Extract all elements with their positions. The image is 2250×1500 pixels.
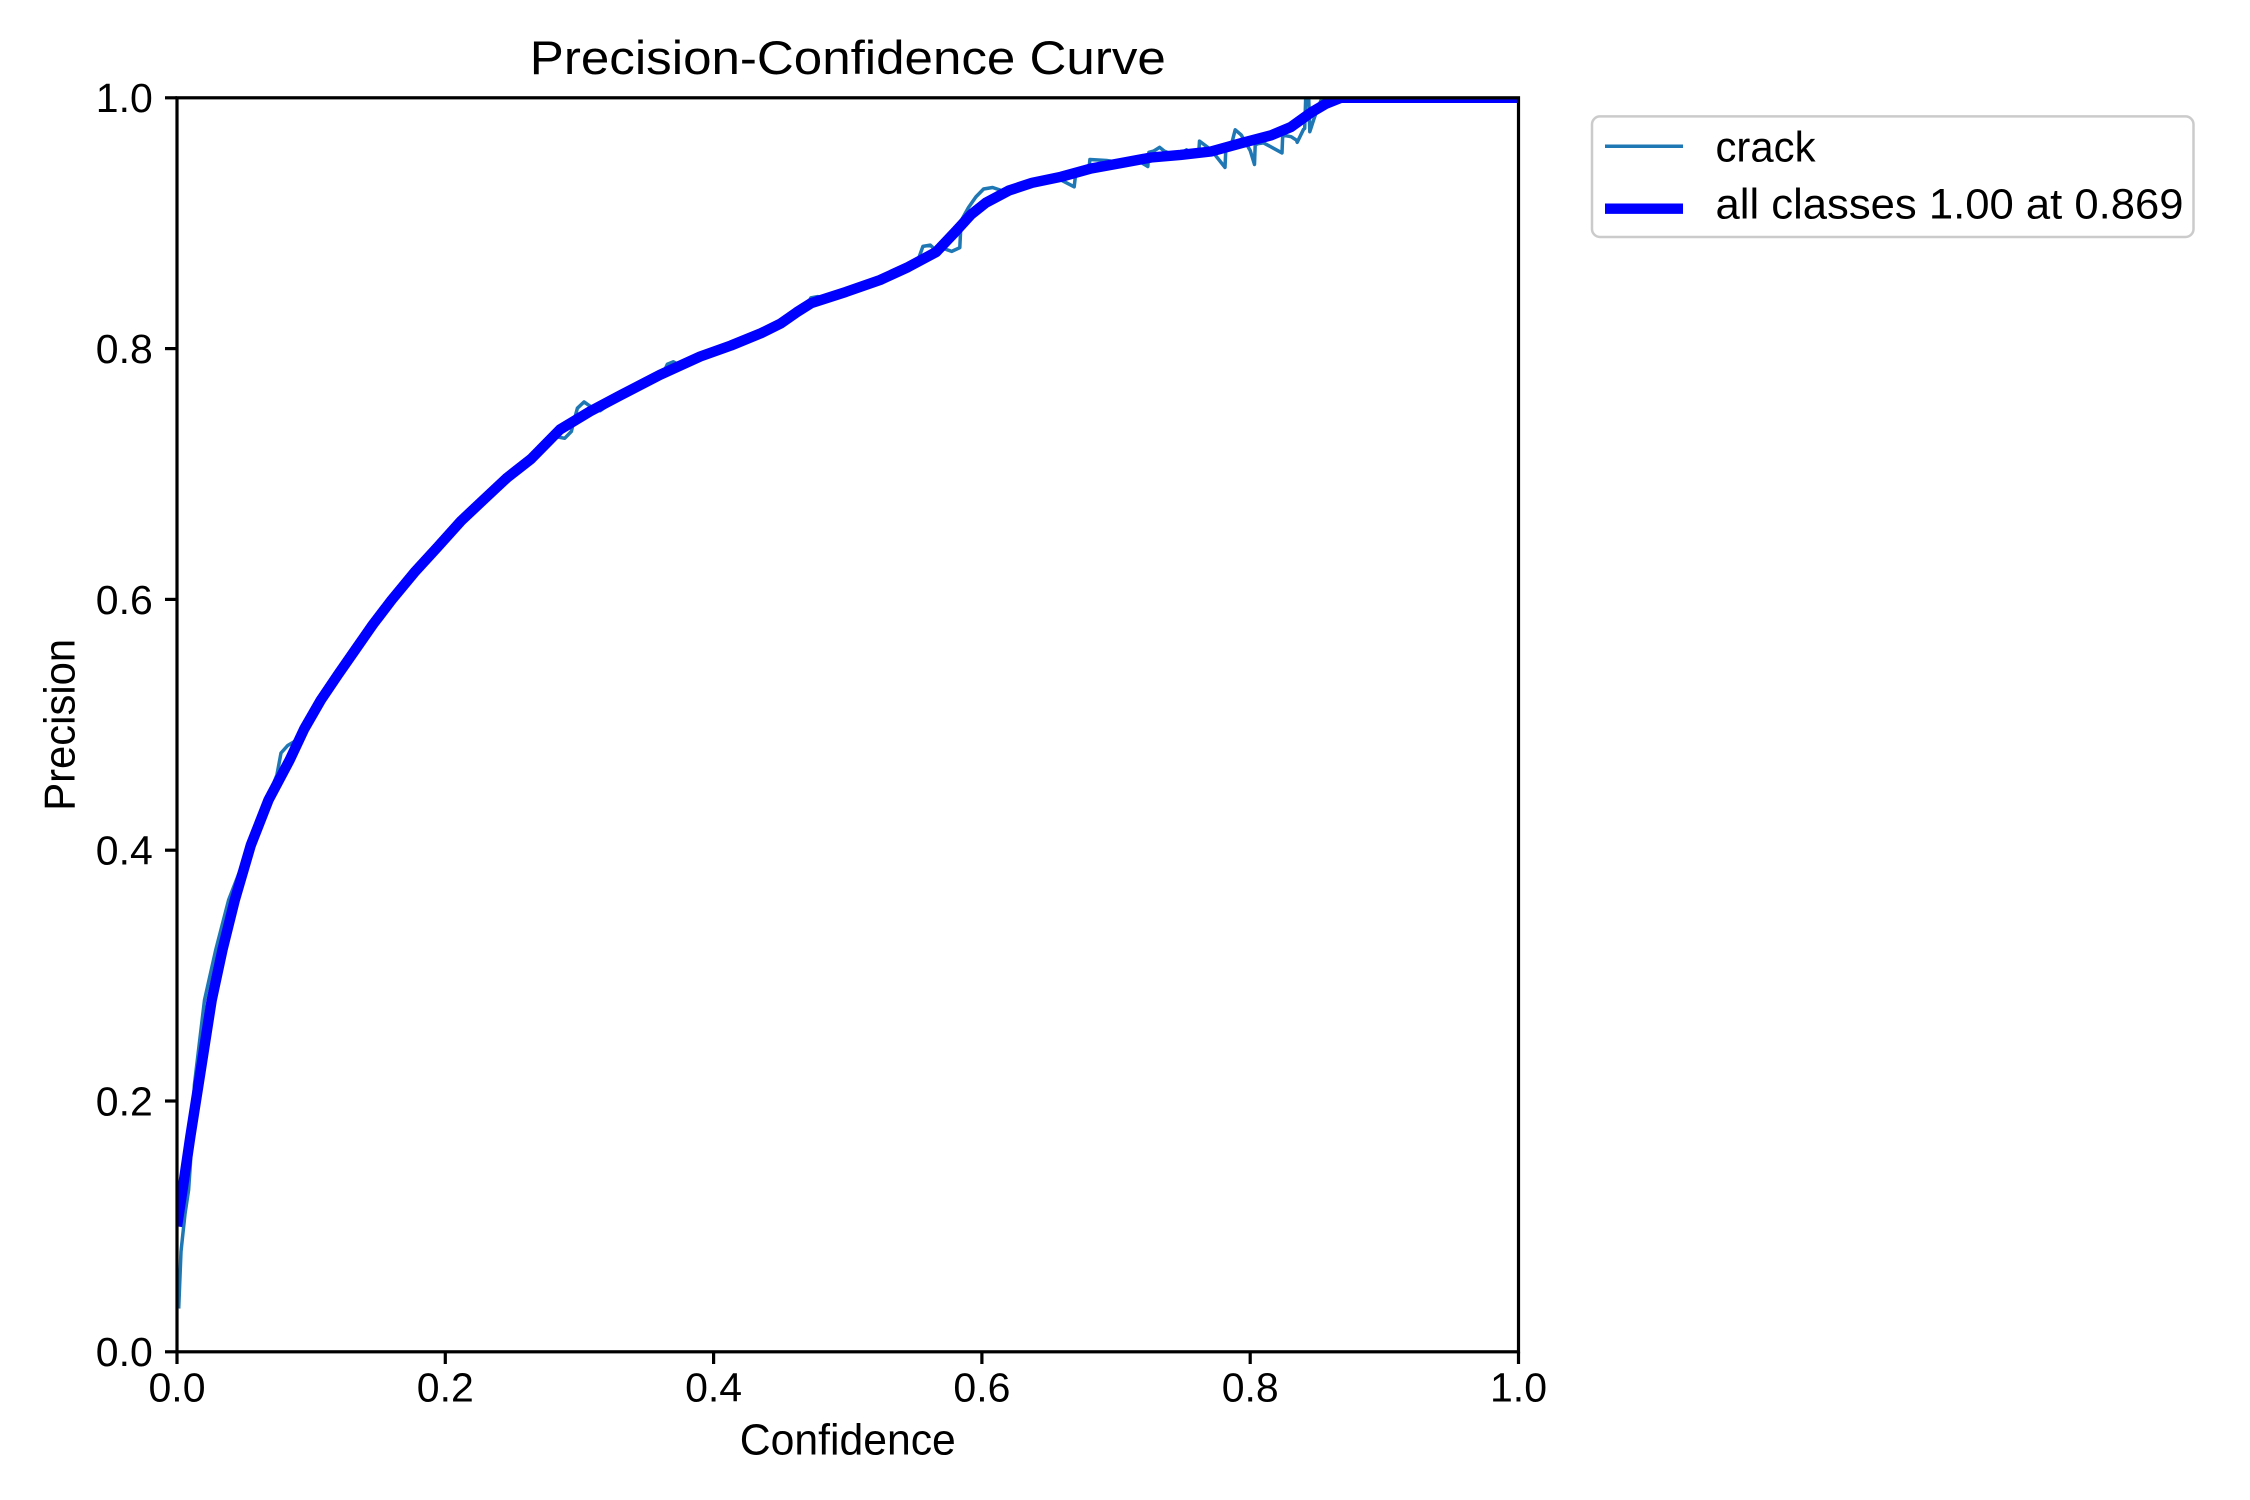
- svg-text:0.6: 0.6: [953, 1365, 1010, 1411]
- svg-text:0.2: 0.2: [417, 1365, 474, 1411]
- svg-text:1.0: 1.0: [96, 75, 153, 121]
- svg-text:0.4: 0.4: [96, 828, 153, 874]
- svg-text:all classes 1.00 at 0.869: all classes 1.00 at 0.869: [1716, 181, 2184, 229]
- svg-text:Confidence: Confidence: [740, 1416, 956, 1464]
- svg-text:Precision-Confidence Curve: Precision-Confidence Curve: [530, 31, 1166, 84]
- svg-text:0.8: 0.8: [1222, 1365, 1279, 1411]
- svg-text:0.2: 0.2: [96, 1078, 153, 1124]
- svg-text:1.0: 1.0: [1490, 1365, 1547, 1411]
- svg-text:crack: crack: [1716, 124, 1816, 172]
- svg-text:0.8: 0.8: [96, 326, 153, 372]
- svg-text:0.6: 0.6: [96, 577, 153, 623]
- svg-text:Precision: Precision: [37, 639, 85, 811]
- svg-text:0.4: 0.4: [685, 1365, 742, 1411]
- svg-text:0.0: 0.0: [96, 1329, 153, 1375]
- svg-text:0.0: 0.0: [149, 1365, 206, 1411]
